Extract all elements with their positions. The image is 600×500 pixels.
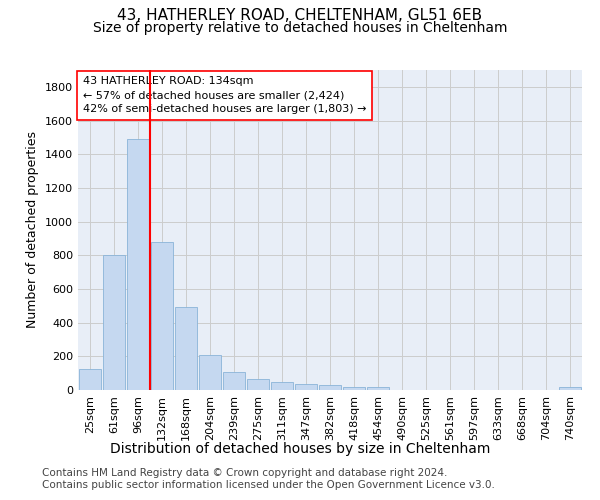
Bar xyxy=(79,369,101,390)
Text: Contains HM Land Registry data © Crown copyright and database right 2024.: Contains HM Land Registry data © Crown c… xyxy=(42,468,448,477)
Bar xyxy=(151,242,173,390)
Bar xyxy=(223,372,245,390)
Bar xyxy=(343,386,365,390)
Text: 43 HATHERLEY ROAD: 134sqm
← 57% of detached houses are smaller (2,424)
42% of se: 43 HATHERLEY ROAD: 134sqm ← 57% of detac… xyxy=(83,76,367,114)
Text: 43, HATHERLEY ROAD, CHELTENHAM, GL51 6EB: 43, HATHERLEY ROAD, CHELTENHAM, GL51 6EB xyxy=(118,8,482,22)
Text: Distribution of detached houses by size in Cheltenham: Distribution of detached houses by size … xyxy=(110,442,490,456)
Bar xyxy=(559,388,581,390)
Bar xyxy=(271,382,293,390)
Bar xyxy=(247,379,269,390)
Bar xyxy=(175,308,197,390)
Bar xyxy=(127,139,149,390)
Text: Size of property relative to detached houses in Cheltenham: Size of property relative to detached ho… xyxy=(93,21,507,35)
Text: Contains public sector information licensed under the Open Government Licence v3: Contains public sector information licen… xyxy=(42,480,495,490)
Bar xyxy=(103,256,125,390)
Bar xyxy=(367,388,389,390)
Bar xyxy=(295,384,317,390)
Bar xyxy=(319,385,341,390)
Y-axis label: Number of detached properties: Number of detached properties xyxy=(26,132,40,328)
Bar xyxy=(199,356,221,390)
